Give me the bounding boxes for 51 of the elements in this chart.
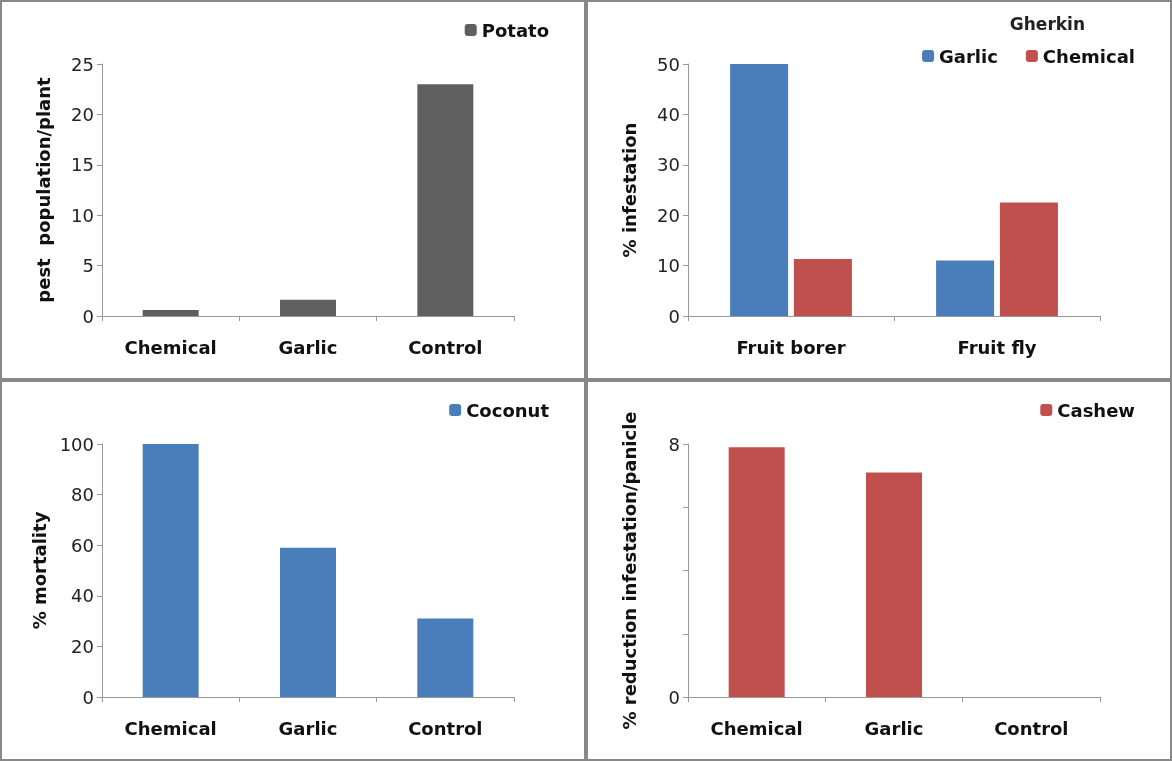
x-tick-label: Control	[994, 717, 1069, 739]
bar	[999, 202, 1058, 316]
legend-title: Gherkin	[1009, 13, 1086, 34]
x-tick-label: Control	[408, 717, 483, 739]
x-tick-label: Chemical	[124, 336, 217, 358]
x-tick-label: Garlic	[278, 717, 338, 739]
y-axis-title: pest population/plant	[32, 76, 54, 303]
bar	[417, 84, 474, 316]
x-tick-label: Control	[408, 336, 483, 358]
y-tick-label: 10	[71, 204, 94, 226]
bar	[142, 444, 199, 697]
y-tick-label: 0	[668, 686, 680, 708]
y-tick-label: 50	[657, 53, 680, 75]
bar	[417, 618, 474, 697]
y-tick-label: 0	[82, 305, 94, 327]
x-tick-label: Chemical	[124, 717, 217, 739]
y-axis-title: % mortality	[29, 511, 51, 630]
y-axis-title: % reduction infestation/panicle	[618, 411, 640, 730]
x-tick-label: Fruit fly	[957, 336, 1037, 358]
legend-label: Coconut	[466, 399, 550, 421]
legend-label: Potato	[481, 19, 549, 41]
x-tick-label: Fruit borer	[736, 336, 846, 358]
bar	[280, 299, 336, 316]
legend-label: Cashew	[1057, 399, 1136, 421]
bar	[730, 64, 789, 316]
y-tick-label: 40	[657, 103, 680, 125]
bar	[280, 547, 336, 697]
y-axis-title: % infestation	[618, 122, 640, 258]
y-tick-label: 25	[71, 53, 94, 75]
legend-label: Chemical	[1042, 45, 1136, 67]
y-tick-label: 60	[71, 534, 94, 556]
y-tick-label: 8	[668, 433, 680, 455]
bar	[793, 259, 852, 316]
y-tick-label: 100	[59, 433, 94, 455]
legend-label: Garlic	[939, 45, 998, 67]
y-tick-label: 80	[71, 484, 94, 506]
bar	[142, 309, 199, 316]
y-tick-label: 30	[657, 154, 680, 176]
y-tick-label: 20	[657, 204, 680, 226]
y-tick-label: 0	[668, 305, 680, 327]
x-tick-label: Garlic	[278, 336, 338, 358]
y-tick-label: 0	[82, 686, 94, 708]
y-tick-label: 20	[71, 635, 94, 657]
y-tick-label: 15	[71, 154, 94, 176]
y-tick-label: 40	[71, 585, 94, 607]
x-tick-label: Garlic	[864, 717, 924, 739]
y-tick-label: 20	[71, 103, 94, 125]
y-tick-label: 5	[82, 255, 94, 277]
x-tick-label: Chemical	[710, 717, 803, 739]
bar	[936, 260, 995, 316]
y-tick-label: 10	[657, 255, 680, 277]
